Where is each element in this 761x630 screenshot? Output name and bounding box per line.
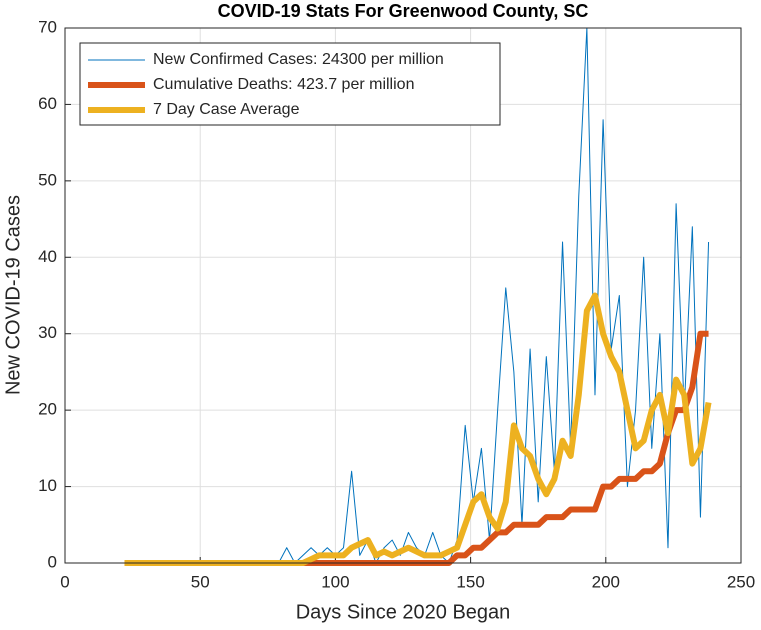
y-tick-label: 30 [38,323,57,342]
x-tick-label: 200 [592,572,620,591]
y-tick-label: 50 [38,170,57,189]
legend-label: Cumulative Deaths: 423.7 per million [153,76,414,93]
legend-label: 7 Day Case Average [153,101,300,118]
y-tick-label: 40 [38,247,57,266]
x-axis-label: Days Since 2020 Began [296,601,511,623]
legend-box [79,42,501,126]
x-tick-label: 250 [727,572,755,591]
y-tick-label: 0 [48,552,57,571]
legend-label: New Confirmed Cases: 24300 per million [153,51,444,68]
y-tick-label: 10 [38,476,57,495]
y-tick-label: 20 [38,400,57,419]
x-tick-label: 100 [321,572,349,591]
x-tick-label: 0 [60,572,69,591]
chart-title: COVID-19 Stats For Greenwood County, SC [218,1,589,21]
x-tick-label: 50 [191,572,210,591]
x-tick-label: 150 [456,572,484,591]
legend: New Confirmed Cases: 24300 per million Cu… [79,42,501,126]
y-tick-label: 70 [38,17,57,36]
y-tick-label: 60 [38,94,57,113]
y-axis-label: New COVID-19 Cases [2,195,24,395]
axes-box [64,27,742,564]
